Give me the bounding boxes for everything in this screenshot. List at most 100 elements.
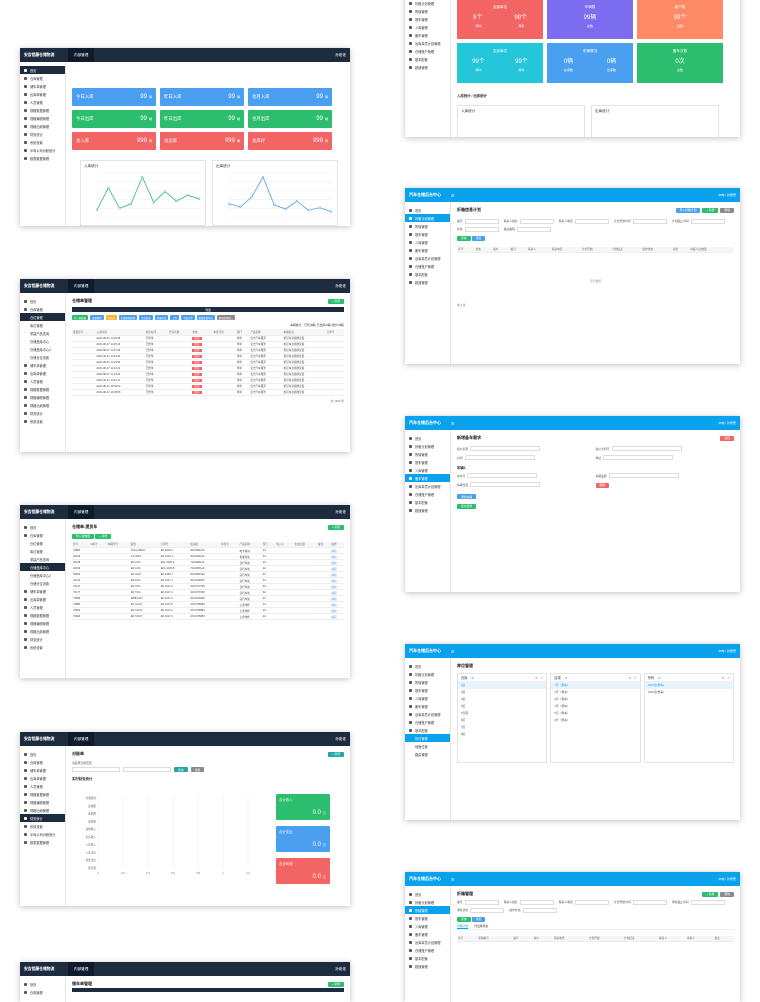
- column-header[interactable]: 入库时间: [95, 329, 145, 336]
- date-end-input[interactable]: [123, 767, 171, 772]
- reset-button[interactable]: 重置: [471, 916, 486, 922]
- edit-link[interactable]: 编辑: [330, 571, 344, 578]
- sidebar-item-pickup[interactable]: 提车管理: [405, 686, 450, 694]
- sidebar-item-managed[interactable]: 所辖管理: [405, 678, 450, 686]
- field-number[interactable]: 编号: [457, 898, 499, 906]
- table-row[interactable]: 46139 EF1-011 EF1-0130-6 7201081113 自行车架 2A 编辑: [72, 559, 344, 566]
- sidebar-item-speed[interactable]: 超速管理: [405, 506, 450, 514]
- search-button[interactable]: 查询: [457, 916, 471, 922]
- checkbox-cell[interactable]: [72, 377, 96, 384]
- sidebar-item-store[interactable]: 仓库管理: [20, 758, 65, 766]
- user-name[interactable]: 孙佬佬: [335, 736, 346, 741]
- sidebar-item-home[interactable]: 首页: [20, 980, 65, 988]
- toolbar-button[interactable]: 导入新数据: [72, 315, 88, 320]
- sidebar-item-finance[interactable]: 财务统计: [20, 635, 65, 643]
- user-name[interactable]: 中电 / 孙佬佬: [718, 649, 736, 653]
- table-row[interactable]: 13884 2014-18634 EF-0110-2 2021081140 电卡驱动 2A…: [72, 547, 344, 554]
- sidebar-item-fold-plan[interactable]: 折箱计划管理: [405, 0, 450, 7]
- checkbox-cell[interactable]: [72, 365, 96, 372]
- column-header[interactable]: 备注: [713, 935, 734, 942]
- sidebar-item-outbound-plan[interactable]: 出库单员计划管理: [405, 710, 450, 718]
- sidebar-item-storage-order[interactable]: 储车单管理: [20, 82, 65, 90]
- sidebar-item-staff[interactable]: 人员管理: [20, 377, 65, 385]
- table-row[interactable]: 79963 EF7-0147 EF-0117-6 1001705883 五金零件 2A 编辑: [72, 607, 344, 614]
- add-icon[interactable]: ⊕: [564, 675, 568, 680]
- sidebar-item-outbound-plan[interactable]: 出库单员计划管理: [405, 482, 450, 490]
- sidebar-item-inbound[interactable]: 入库管理: [405, 922, 450, 930]
- add-button[interactable]: + 新增: [327, 981, 344, 987]
- sidebar-item-settings[interactable]: 系统设置: [20, 138, 65, 146]
- sidebar-item-base-config[interactable]: 基本配置: [405, 726, 450, 734]
- sidebar-item-settings[interactable]: 系统设置: [20, 417, 65, 425]
- submit-button[interactable]: 提交需求: [457, 503, 477, 509]
- table-row[interactable]: 2020-08-27 11:13:10 已经单 出库 传单 安吉汽车服务 重铝车身铭牌安装: [72, 371, 344, 378]
- field-location[interactable]: 车辆位置: [457, 482, 592, 488]
- sidebar-item-fold-plan[interactable]: 折箱计划管理: [405, 670, 450, 678]
- back-button[interactable]: 返回: [720, 435, 734, 441]
- table-row[interactable]: 2020-08-27 11:27:09 已经单 出库 传单 安吉汽车服务 重铝车身铭牌安装: [72, 347, 344, 354]
- column-header[interactable]: 计划结束: [623, 935, 659, 942]
- sidebar-subitem-stocktake[interactable]: 仓储盘库中心: [30, 339, 50, 344]
- sidebar-subitem-binsetting[interactable]: 仓储仓位设置: [30, 581, 50, 586]
- edit-icon[interactable]: ✎: [727, 675, 730, 680]
- sidebar-subitem-stocktake2[interactable]: 仓储盘库中心2: [30, 573, 51, 578]
- delete-icon[interactable]: ⊗: [628, 675, 631, 680]
- hamburger-icon[interactable]: ☰: [451, 193, 455, 198]
- user-name[interactable]: 孙佬佬: [335, 283, 346, 288]
- column-header[interactable]: 状态: [474, 246, 493, 253]
- column-header[interactable]: 折箱编号: [477, 935, 513, 942]
- tab-internal[interactable]: 内部管理: [68, 732, 95, 746]
- edit-link[interactable]: 编辑: [330, 559, 344, 566]
- edit-link[interactable]: 编辑: [330, 613, 344, 620]
- tab-internal[interactable]: 内部管理: [68, 48, 95, 62]
- table-row[interactable]: 2020-08-27 10:59:02 已经单 出库 传单 安吉汽车服务 重铝车身铭牌安装: [72, 383, 344, 390]
- column-header[interactable]: 序号: [457, 246, 475, 253]
- table-row[interactable]: 35991 EF-0121 EF-0150-7 2021081093 自行车架 2A 编辑: [72, 571, 344, 578]
- column-header[interactable]: 到库时间: [144, 329, 168, 336]
- location-item[interactable]: 1002位(整车): [647, 690, 665, 694]
- sidebar-item-home[interactable]: 首页: [405, 206, 450, 214]
- user-name[interactable]: 中电 / 孙佬佬: [718, 193, 736, 197]
- column-header[interactable]: 仓库名称: [167, 329, 192, 336]
- tab-internal[interactable]: 内部管理: [68, 279, 95, 293]
- column-header[interactable]: id车号: [89, 541, 107, 548]
- reset-button[interactable]: 重置: [190, 767, 205, 772]
- checkbox-cell[interactable]: [72, 389, 96, 396]
- column-header[interactable]: 审批人: [685, 935, 714, 942]
- column-header[interactable]: 联系电话: [553, 935, 589, 942]
- field-customer-phone[interactable]: 客户手机号: [596, 446, 731, 451]
- sidebar-item-store[interactable]: 仓库管理: [20, 988, 65, 996]
- reset-button[interactable]: 重置: [471, 235, 486, 241]
- delete-button[interactable]: 删除: [720, 207, 734, 213]
- column-header[interactable]: 生效日期: [293, 541, 317, 548]
- add-vehicle-button[interactable]: 添加车辆: [457, 494, 477, 499]
- sidebar-item-spec-cash[interactable]: 规格出纳管理: [20, 122, 65, 130]
- sidebar-item-storage-order[interactable]: 储车单管理: [20, 766, 65, 774]
- field-customer-name[interactable]: 客户名称: [457, 446, 592, 451]
- table-row[interactable]: 70177 EF7-511 EF-0117-4 1001707038 自行车架 3A 编辑: [72, 589, 344, 596]
- field-contact-name[interactable]: 联系人姓名: [504, 217, 554, 225]
- sidebar-item-spec-edit[interactable]: 规格编辑管理: [20, 393, 65, 401]
- location-item[interactable]: 1区: [458, 682, 547, 689]
- table-row[interactable]: 2020-08-27 11:02:11 已经单 出库 传单 安吉汽车服务 重铝车身铭牌安装: [72, 377, 344, 384]
- sidebar-item-reports[interactable]: 报表数据管理: [20, 838, 65, 846]
- table-row[interactable]: 79963 EF7-0147 EF-0117-9 1001705883 五金零件 2A 编辑: [72, 613, 344, 620]
- sidebar-subitem-location[interactable]: 库位管理: [30, 549, 43, 554]
- sidebar-item-spec-data[interactable]: 规格数据管理: [20, 385, 65, 393]
- sidebar-item-base-config[interactable]: 基本配置: [405, 954, 450, 962]
- edit-link[interactable]: 编辑: [330, 553, 344, 560]
- table-row[interactable]: 79883 EF7-0147 EF-0117-8 1001705883 五金零件 2A 编辑: [72, 601, 344, 608]
- sidebar-item-spec-edit[interactable]: 规格编辑管理: [20, 619, 65, 627]
- column-header[interactable]: 操作: [330, 541, 344, 548]
- tab-pending[interactable]: 待出库状态: [474, 923, 489, 928]
- sidebar-item-managed[interactable]: 所辖管理: [405, 222, 450, 230]
- delete-button[interactable]: 删除: [720, 891, 734, 897]
- sidebar-item-home[interactable]: 首页: [20, 66, 65, 74]
- sidebar-subitem-bin[interactable]: 仓位管理: [30, 541, 43, 546]
- checkbox-cell[interactable]: [72, 347, 96, 354]
- sidebar-item-prepare[interactable]: 备车管理: [405, 474, 450, 482]
- sidebar-item-outbound[interactable]: 出库单管理: [20, 595, 65, 603]
- field-plan-start[interactable]: 计划开始时间: [614, 898, 667, 906]
- import-button[interactable]: 导入折箱计划: [675, 207, 701, 213]
- location-item[interactable]: 7区: [461, 725, 466, 729]
